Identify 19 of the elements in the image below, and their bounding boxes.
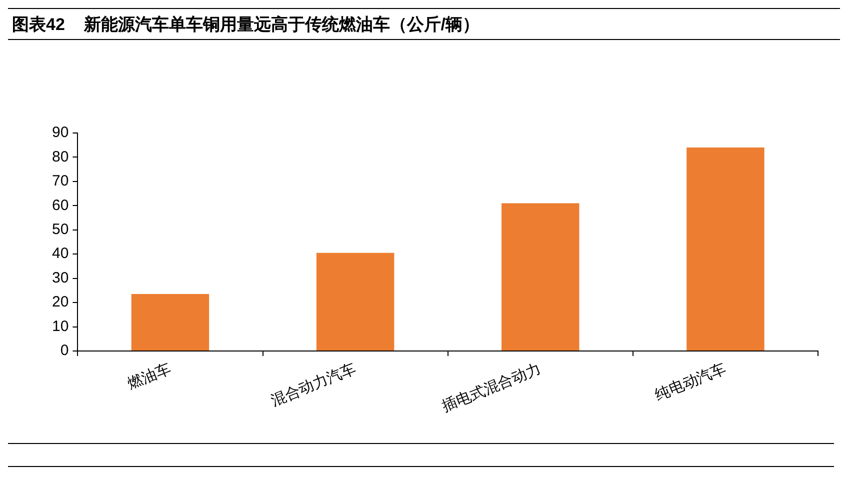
x-tick-label: 混合动力汽车 [268,360,358,410]
y-tick-label: 70 [52,172,69,190]
y-tick-label: 30 [52,269,69,286]
y-tick-label: 60 [52,196,69,214]
y-tick-label: 80 [52,148,69,166]
bar [316,252,394,350]
y-tick-label: 90 [52,124,69,142]
chart-title: 图表42 新能源汽车单车铜用量远高于传统燃油车（公斤/辆） [12,14,480,36]
y-tick-label: 0 [60,342,69,360]
bar [686,148,764,350]
bar [502,203,580,350]
y-tick-label: 20 [52,294,69,311]
y-tick-label: 10 [52,318,69,335]
y-tick-label: 40 [52,245,69,262]
x-tick-label: 插电式混合动力 [440,360,544,416]
x-tick-label: 纯电动汽车 [652,360,729,404]
y-tick-label: 50 [52,221,69,238]
bar [131,294,210,350]
x-tick-label: 燃油车 [125,360,174,393]
